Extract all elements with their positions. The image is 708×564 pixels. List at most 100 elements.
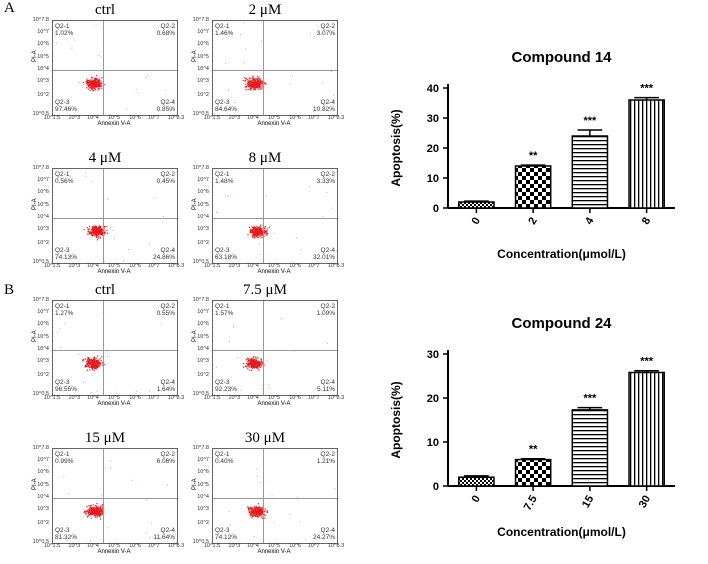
scatter-dots <box>216 170 337 263</box>
flow-y-tick: 10^2 <box>197 520 209 527</box>
flow-y-tick: 10^3 <box>197 506 209 513</box>
flow-panel: ctrl PI-A 10^7.8 10^7 10^6 10^5 10^4 10^3 10^2… <box>30 282 184 410</box>
y-tick-label: 10 <box>427 437 439 449</box>
flow-x-tick: 10^8.3 <box>167 263 185 269</box>
flow-y-tick: 10^0.5 <box>192 111 209 117</box>
flow-x-label: Annexin V-A <box>257 121 291 127</box>
x-tick-label: 30 <box>637 494 654 511</box>
flow-x-tick: 10^3 <box>228 115 241 121</box>
scatter-dots <box>63 456 177 543</box>
flow-y-tick: 10^0.5 <box>192 391 209 397</box>
bar <box>458 476 495 487</box>
flow-panel: 4 μM PI-A 10^7.8 10^7 10^6 10^5 10^4 10^3 10^2… <box>30 150 184 278</box>
flow-y-ticks: 10^7.8 10^7 10^6 10^5 10^4 10^3 10^2 10^0.5 <box>33 297 50 397</box>
quadrant-q1-label: Q2-1 0.56% <box>55 171 74 185</box>
flow-y-tick: 10^2 <box>37 372 49 379</box>
flow-y-tick: 10^7 <box>197 29 209 36</box>
flow-x-tick: 10^6 <box>289 115 301 121</box>
flow-x-tick: 10^6 <box>129 395 141 401</box>
flow-x-tick: 10^6 <box>289 263 301 269</box>
quadrant-q1-label: Q2-1 1.48% <box>215 171 234 185</box>
flow-y-ticks: 10^7.8 10^7 10^6 10^5 10^4 10^3 10^2 10^0.5 <box>32 165 50 265</box>
flow-y-tick: 10^3 <box>37 226 49 233</box>
quadrant-line-vertical <box>103 21 104 115</box>
flow-y-tick: 10^5 <box>37 53 49 60</box>
x-tick-label: 8 <box>640 216 653 227</box>
flow-x-tick: 10^7 <box>307 543 320 549</box>
flow-y-tick: 10^7.8 <box>192 165 209 171</box>
flow-y-tick: 10^7.8 <box>32 17 49 23</box>
flow-y-tick: 10^3 <box>197 226 209 233</box>
flow-y-tick: 10^7 <box>197 177 209 184</box>
flow-plot-area: Q2-1 0.56% Q2-2 0.45% Q2-3 74.13% Q2-4 24.86… <box>52 168 178 264</box>
chart-title: Compound 14 <box>512 49 613 66</box>
panel-letter-a: A <box>4 0 15 16</box>
quadrant-q4-label: Q2-4 5.11% <box>317 379 335 393</box>
flow-x-tick: 10^4 <box>87 115 99 121</box>
quadrant-q1-label: Q2-1 1.57% <box>215 303 234 317</box>
flow-y-tick: 10^6 <box>197 321 209 328</box>
flow-x-tick: 10^8.3 <box>167 395 185 401</box>
flow-x-tick: 10^3 <box>68 115 81 121</box>
flow-x-tick: 10^8.3 <box>327 543 345 549</box>
y-tick-label: 20 <box>427 393 439 405</box>
flow-y-tick: 10^7.8 <box>192 17 209 23</box>
quadrant-q1-label: Q2-1 0.99% <box>55 451 74 465</box>
quadrant-line-vertical <box>263 21 264 115</box>
quadrant-q3-label: Q2-3 74.12% <box>215 527 238 541</box>
flow-x-tick: 10^1.5 <box>43 543 61 549</box>
flow-x-tick: 10^6 <box>129 115 141 121</box>
y-tick-label: 0 <box>433 481 439 493</box>
flow-y-tick: 10^7.8 <box>32 445 49 451</box>
chart-compound-14-svg: Compound 14 Apoptosis(%) 0 10 20 30 40 0 ** 2 *** 4… <box>389 49 675 261</box>
quadrant-q2-label: Q2-2 1.21% <box>316 451 335 465</box>
quadrant-q2-label: Q2-2 3.07% <box>316 23 335 37</box>
quadrant-q4-label: Q2-4 32.01% <box>312 247 335 261</box>
y-tick-label: 0 <box>433 203 439 215</box>
flow-x-tick: 10^4 <box>247 115 259 121</box>
flow-y-tick: 10^7.8 <box>32 165 49 171</box>
flow-x-tick: 10^6 <box>289 543 301 549</box>
flow-y-tick: 10^0.5 <box>192 539 209 545</box>
flow-x-tick: 10^3 <box>68 395 81 401</box>
flow-x-tick: 10^5 <box>268 543 280 549</box>
quadrant-q1-label: Q2-1 0.40% <box>215 451 234 465</box>
flow-x-tick: 10^4 <box>87 263 99 269</box>
y-axis-label: Apoptosis(%) <box>389 109 403 186</box>
flow-plot-area: Q2-1 1.27% Q2-2 0.55% Q2-3 96.55% Q2-4 1.64% <box>52 300 178 396</box>
quadrant-line-horizontal <box>213 70 337 71</box>
significance-label: *** <box>640 356 654 368</box>
x-tick-label: 0 <box>470 216 483 227</box>
flow-y-tick: 10^0.5 <box>32 539 49 545</box>
flow-panel-title: 15 μM <box>84 430 126 446</box>
flow-x-label: Annexin V-A <box>257 269 291 275</box>
flow-panel: 15 μM PI-A 10^7.8 10^7 10^6 10^5 10^4 10^3 10^… <box>30 430 184 558</box>
flow-y-tick: 10^7.8 <box>192 445 209 451</box>
flow-x-tick: 10^7 <box>147 115 160 121</box>
flow-y-tick: 10^2 <box>197 92 209 99</box>
chart-title: Compound 24 <box>512 315 613 332</box>
flow-panel: ctrl PI-A 10^7.8 10^7 10^6 10^5 10^4 10^3 10^2… <box>30 2 184 130</box>
quadrant-q2-label: Q2-2 0.55% <box>156 303 175 317</box>
flow-x-tick: 10^5 <box>108 263 120 269</box>
quadrant-line-vertical <box>103 169 104 263</box>
flow-x-tick: 10^5 <box>108 115 120 121</box>
flow-y-tick: 10^6 <box>37 321 49 328</box>
flow-y-tick: 10^5 <box>197 53 209 60</box>
scatter-dots <box>226 454 336 541</box>
flow-plot-area: Q2-1 1.46% Q2-2 3.07% Q2-3 84.64% Q2-4 10.82… <box>212 20 338 116</box>
flow-y-ticks: 10^7.8 10^7 10^6 10^5 10^4 10^3 10^2 10^0.5 <box>192 297 210 397</box>
flow-x-tick: 10^8.3 <box>167 115 185 121</box>
flow-y-tick: 10^5 <box>197 481 209 488</box>
flow-x-tick: 10^5 <box>268 263 280 269</box>
flow-y-tick: 10^3 <box>37 78 49 85</box>
y-tick-label: 30 <box>427 349 439 361</box>
quadrant-line-vertical <box>263 449 264 543</box>
flow-x-tick: 10^5 <box>268 115 280 121</box>
quadrant-q3-label: Q2-3 74.13% <box>55 247 78 261</box>
quadrant-line-horizontal <box>53 498 177 499</box>
flow-x-tick: 10^7 <box>307 395 320 401</box>
bar <box>628 371 665 487</box>
flow-x-label: Annexin V-A <box>97 269 131 275</box>
flow-y-tick: 10^2 <box>37 92 49 99</box>
